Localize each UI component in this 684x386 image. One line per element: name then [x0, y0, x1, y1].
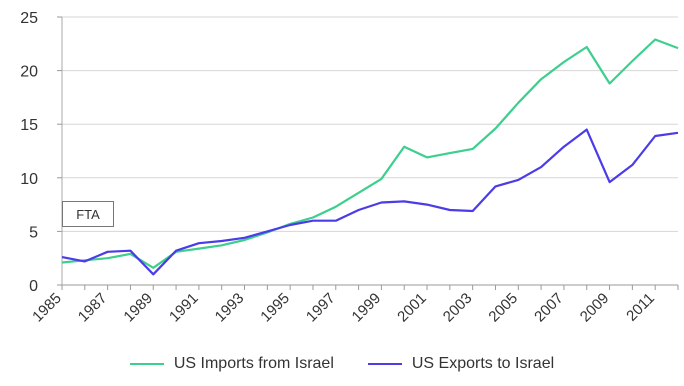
x-tick-label-1993: 1993 — [212, 290, 248, 326]
x-tick-label-2011: 2011 — [623, 290, 658, 325]
legend-label-imports: US Imports from Israel — [173, 355, 334, 372]
y-tick-label-25: 25 — [20, 10, 38, 27]
x-tick-label-2007: 2007 — [531, 290, 567, 326]
axes: 0 5 10 15 20 25 1985 1987 1989 1991 1993 1995 1997 19… — [20, 10, 679, 326]
legend-label-exports: US Exports to Israel — [411, 355, 555, 372]
fta-annotation: FTA — [62, 201, 114, 227]
fta-annotation-label: FTA — [76, 206, 100, 222]
legend-item-exports: US Exports to Israel — [367, 355, 555, 373]
x-tick-label-2001: 2001 — [394, 290, 430, 326]
legend-swatch-imports — [129, 363, 164, 365]
x-tick-label-1991: 1991 — [166, 290, 202, 326]
grid-lines — [62, 16, 678, 232]
legend: US Imports from Israel US Exports to Isr… — [0, 350, 684, 378]
y-tick-label-15: 15 — [20, 117, 38, 134]
x-tick-label-1989: 1989 — [120, 290, 156, 326]
x-tick-label-2009: 2009 — [577, 290, 613, 326]
x-tick-label-2003: 2003 — [440, 290, 476, 326]
legend-item-imports: US Imports from Israel — [129, 355, 334, 373]
x-tick-label-1987: 1987 — [75, 290, 111, 326]
x-tick-label-1985: 1985 — [29, 290, 65, 326]
series-line-exports — [61, 128, 679, 276]
series-lines — [61, 38, 679, 276]
x-tick-label-1999: 1999 — [349, 290, 385, 326]
x-tick-label-1997: 1997 — [303, 290, 339, 326]
series-line-imports — [61, 38, 679, 269]
y-tick-label-0: 0 — [29, 278, 38, 295]
y-tick-label-20: 20 — [20, 64, 38, 81]
legend-swatch-exports — [367, 363, 402, 365]
x-tick-label-2005: 2005 — [486, 290, 522, 326]
y-tick-label-10: 10 — [20, 171, 38, 188]
y-tick-label-5: 5 — [29, 224, 38, 241]
x-tick-label-1995: 1995 — [257, 290, 293, 326]
